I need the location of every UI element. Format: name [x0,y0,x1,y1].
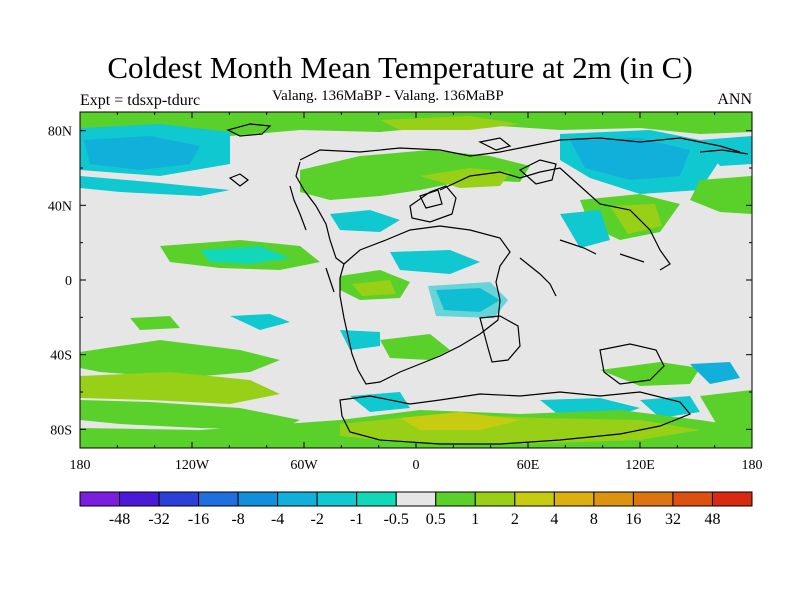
colorbar-label: 4 [550,511,558,528]
colorbar-swatch [316,491,358,507]
colorbar-swatch [672,491,713,507]
colorbar-swatch [356,491,397,507]
colorbar-label: -2 [311,511,324,528]
colorbar-label: -1 [350,511,363,528]
coastline [519,257,557,297]
field-region [80,340,280,378]
colorbar-swatch [632,491,674,507]
x-tick-label: 60E [517,458,540,473]
temperature-field [80,112,752,448]
coastline [339,225,511,385]
colorbar-label: 48 [704,511,720,528]
colorbar-swatch [277,491,318,507]
x-tick-label: 0 [413,458,420,473]
y-tick-label: 0 [65,274,72,289]
field-region [352,280,396,296]
colorbar-label: -4 [271,511,284,528]
coastlines [226,123,749,445]
x-tick-label: 120E [625,458,655,473]
y-tick-label: 40N [48,199,72,214]
coastline [295,161,345,265]
colorbar-swatch [198,491,239,507]
colorbar-label: -8 [231,511,244,528]
colorbar-label: -32 [148,511,169,528]
x-tick-label: 60W [290,458,318,473]
field-region [80,372,280,404]
coastline [699,149,749,155]
field-region [690,176,752,214]
coastline [228,173,249,187]
colorbar-label: 32 [665,511,681,528]
field-region [80,176,230,196]
colorbar-label: -0.5 [384,511,409,528]
colorbar-swatches [79,491,753,507]
colorbar-swatch [395,491,437,507]
colorbar-swatch [711,491,753,507]
colorbar-swatch [158,491,200,507]
field-region [380,116,520,130]
colorbar-swatch [593,491,634,507]
coastline [339,391,691,445]
field-region [390,250,480,274]
colorbar-swatch [514,491,555,507]
coastline [559,239,597,255]
field-region [428,282,508,318]
colorbar-label: 0.5 [426,511,446,528]
field-region [560,210,610,248]
coastline [299,137,741,161]
coastline [409,185,457,223]
y-tick-label: 40S [50,349,72,364]
colorbar-swatch [474,491,516,507]
axis-ticks: 180 120W 60W 0 60E 120E 180 80N 40N 0 40S 80S [48,112,763,473]
field-region [380,334,450,360]
coastline [439,167,671,271]
coastline [289,185,307,231]
field-region [300,150,530,200]
colorbar-labels: -48 -32 -16 -8 -4 -2 -1 -0.5 0.5 1 2 4 8 16 32 48 [109,511,721,528]
chart-title: Coldest Month Mean Temperature at 2m (in… [107,50,693,85]
colorbar-label: -16 [188,511,209,528]
colorbar-label: -48 [109,511,130,528]
coastline [599,343,665,385]
y-tick-label: 80N [48,125,72,140]
colorbar-swatch [553,491,595,507]
coastline [419,189,443,209]
season-label: ANN [717,91,752,108]
x-tick-label: 180 [742,458,763,473]
colorbar-label: 8 [590,511,598,528]
colorbar-label: 2 [511,511,519,528]
colorbar-swatch [237,491,279,507]
field-region [130,316,180,330]
colorbar-swatch [435,491,476,507]
field-region [84,136,200,170]
coastline [518,159,557,185]
coastline [478,137,512,151]
y-tick-label: 80S [50,423,72,438]
coastline [325,267,335,293]
field-region [200,246,290,264]
field-region [80,400,300,430]
x-tick-label: 180 [70,458,91,473]
field-region [570,138,690,180]
field-region [640,396,700,418]
field-region [690,362,740,384]
coastline [226,123,272,137]
period-subtitle: Valang. 136MaBP - Valang. 136MaBP [272,88,504,104]
colorbar-swatch [119,491,160,507]
colorbar-label: 1 [471,511,479,528]
field-region [700,390,752,430]
colorbar-label: 16 [625,511,641,528]
experiment-label: Expt = tdsxp-tdurc [80,92,201,109]
field-region [330,210,400,232]
field-region [600,362,700,386]
x-tick-label: 120W [175,458,210,473]
field-region [400,412,520,430]
field-region [610,204,662,234]
colorbar-swatch [79,491,121,507]
coastline [479,315,521,363]
coastline [619,253,645,263]
field-region [230,314,290,330]
